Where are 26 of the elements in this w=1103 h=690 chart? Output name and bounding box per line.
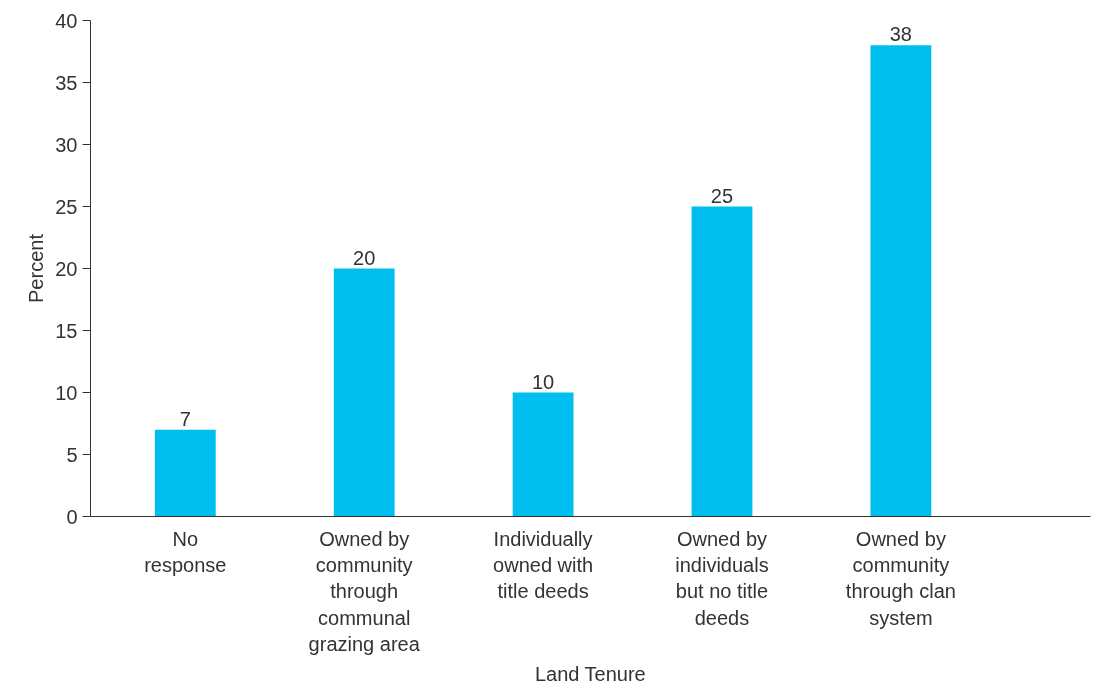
y-tick-label: 25 [55,195,78,218]
y-tick-label: 10 [55,381,78,404]
data-label: 7 [179,407,191,430]
x-tick-label: Owned by community through communal grazing area [308,527,421,656]
x-tick-label: Owned by individuals but no title deeds [675,527,769,629]
data-label: 25 [710,184,734,207]
data-label: 20 [353,246,376,269]
data-label: 10 [531,370,555,393]
x-tick-label: Individually owned with title deeds [493,527,594,603]
y-tick-label: 15 [55,319,78,342]
y-tick-label: 40 [55,9,78,32]
bar [512,392,574,517]
y-tick-label: 5 [66,443,78,466]
y-tick-label: 35 [55,71,78,94]
x-axis-title: Land Tenure [534,663,646,686]
bar [691,206,753,517]
bar [333,268,395,517]
x-tick-label: Owned by community through clan system [845,527,956,629]
y-tick-label: 0 [66,505,78,528]
x-tick-label: No response [144,527,227,576]
bar [154,429,216,517]
y-tick-label: 30 [55,133,78,156]
data-label: 38 [889,23,912,46]
bar [870,45,932,517]
y-tick-label: 20 [55,257,78,280]
y-axis-title: Percent [25,233,48,303]
